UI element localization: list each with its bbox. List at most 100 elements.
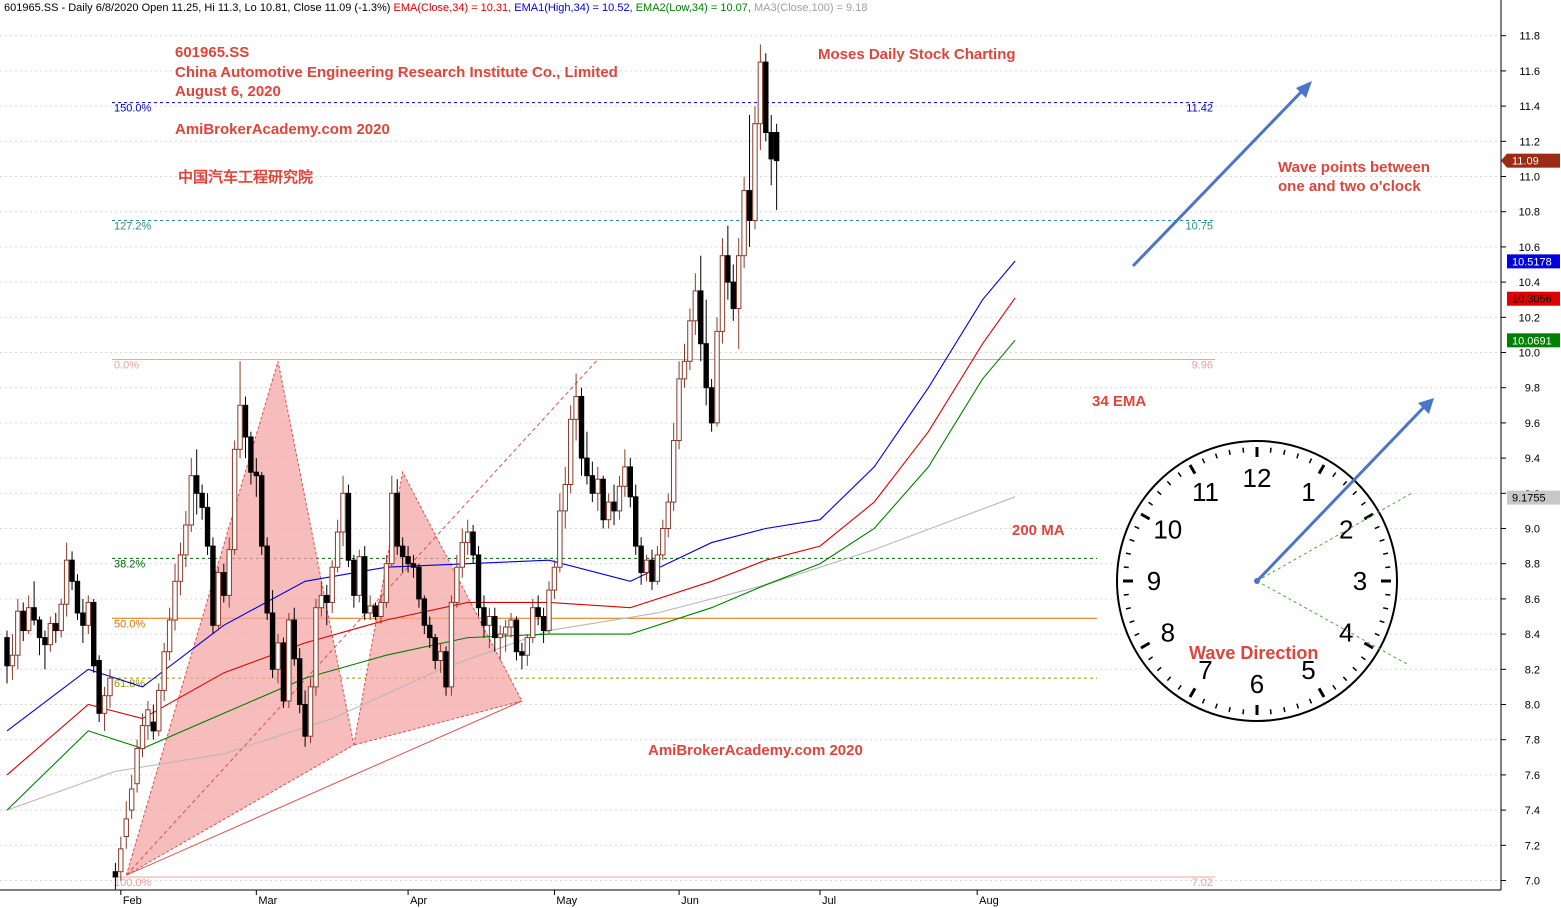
y-axis-ticks: 7.07.27.47.67.88.08.28.48.68.89.09.29.49…: [1501, 31, 1540, 888]
clock-tick: [1317, 464, 1326, 475]
candle: [264, 537, 270, 621]
clock-tick: [1385, 593, 1391, 596]
candle: [519, 642, 525, 670]
candle: [177, 542, 184, 596]
candle: [74, 574, 81, 621]
candle: [269, 590, 276, 679]
fib-label: 61.8%: [114, 678, 145, 690]
price-badge: 10.0691: [1507, 333, 1560, 348]
clock-label: Wave Direction: [1189, 643, 1318, 663]
candle: [302, 690, 308, 747]
candle: [627, 458, 633, 508]
harmonic-pattern: [125, 359, 599, 877]
y-tick-label: 10.2: [1519, 312, 1540, 324]
clock-tick: [1332, 684, 1337, 690]
candle: [773, 123, 780, 210]
candle: [286, 612, 292, 709]
fib-label: 38.2%: [114, 558, 145, 570]
clock-tick: [1214, 453, 1218, 459]
candle: [730, 264, 736, 321]
candle: [584, 431, 590, 485]
clock-tick: [1140, 641, 1151, 650]
clock-number: 11: [1192, 477, 1219, 507]
candle: [20, 602, 26, 642]
candle: [15, 598, 21, 670]
clock-center: [1254, 578, 1260, 584]
clock-tick: [1129, 620, 1135, 624]
candle: [123, 801, 129, 849]
candle: [91, 598, 97, 673]
y-tick-label: 7.2: [1525, 840, 1540, 852]
candle: [204, 493, 211, 555]
clock-tick: [1242, 709, 1245, 715]
wave-note-line2: one and two o'clock: [1278, 178, 1421, 195]
clock-tick: [1242, 447, 1245, 453]
fibonacci-levels: 150.0% 11.42 127.2% 10.75 0.0% 9.96 38.2% 50.0%…: [112, 102, 1215, 889]
y-tick-label: 11.8: [1519, 31, 1540, 43]
candle: [405, 546, 411, 573]
candle: [741, 176, 747, 269]
candle: [481, 595, 487, 638]
clock-tick: [1177, 684, 1182, 690]
clock-tick: [1383, 607, 1389, 610]
clock-tick: [1385, 566, 1391, 569]
candle: [638, 537, 644, 585]
candle: [367, 595, 373, 621]
candle: [378, 595, 384, 624]
candle: [703, 299, 709, 406]
x-tick-label: Apr: [410, 895, 427, 907]
candle: [660, 519, 666, 561]
candle: [9, 634, 16, 680]
candle: [183, 510, 189, 568]
site-label-top: AmiBrokerAcademy.com 2020: [175, 121, 390, 138]
candle: [454, 554, 460, 608]
candle: [31, 581, 37, 626]
clock-ticks: [1123, 447, 1391, 715]
clock-number: 3: [1353, 566, 1367, 596]
clock-tick: [1188, 687, 1197, 698]
candle: [4, 630, 10, 684]
candle: [166, 607, 173, 661]
x-tick-label: Aug: [979, 895, 999, 907]
candle: [589, 461, 596, 503]
svg-text:11.09: 11.09: [1512, 156, 1539, 168]
candle: [58, 598, 64, 638]
candle: [611, 484, 617, 525]
clock-tick: [1148, 501, 1154, 506]
clock-tick: [1166, 480, 1172, 486]
candle: [443, 646, 449, 696]
candle: [757, 44, 764, 151]
candle: [139, 713, 146, 758]
candle: [221, 563, 227, 603]
y-tick-label: 11.6: [1519, 66, 1540, 78]
fib-label: 0.0%: [114, 360, 139, 372]
clock-tick: [1140, 512, 1151, 521]
fib-value: 7.02: [1192, 877, 1213, 889]
candle: [605, 493, 612, 529]
candle: [53, 612, 59, 643]
candle: [63, 542, 70, 617]
y-tick-label: 11.4: [1519, 101, 1540, 113]
date-label: August 6, 2020: [175, 83, 281, 100]
candle: [714, 317, 720, 427]
clock-tick: [1360, 501, 1366, 506]
clock-tick: [1317, 687, 1326, 698]
ema-label: 34 EMA: [1092, 393, 1146, 410]
candle: [719, 238, 726, 344]
clock-number: 4: [1339, 618, 1353, 648]
clock-tick: [1148, 656, 1154, 661]
chinese-name: 中国汽车工程研究院: [178, 168, 313, 186]
candle: [427, 616, 433, 649]
candle: [307, 678, 314, 744]
clock-tick: [1352, 666, 1358, 672]
pattern-triangle: [125, 361, 355, 877]
candle: [25, 595, 32, 635]
clock-tick: [1129, 538, 1135, 542]
candle: [465, 519, 471, 555]
fib-value: 10.75: [1185, 221, 1213, 233]
company-label: China Automotive Engineering Research In…: [175, 64, 618, 81]
candle: [416, 563, 422, 608]
clock-tick: [1188, 464, 1197, 475]
x-axis-ticks: Feb Mar Apr May Jun Jul Aug: [120, 890, 999, 907]
y-tick-label: 8.8: [1525, 559, 1540, 571]
